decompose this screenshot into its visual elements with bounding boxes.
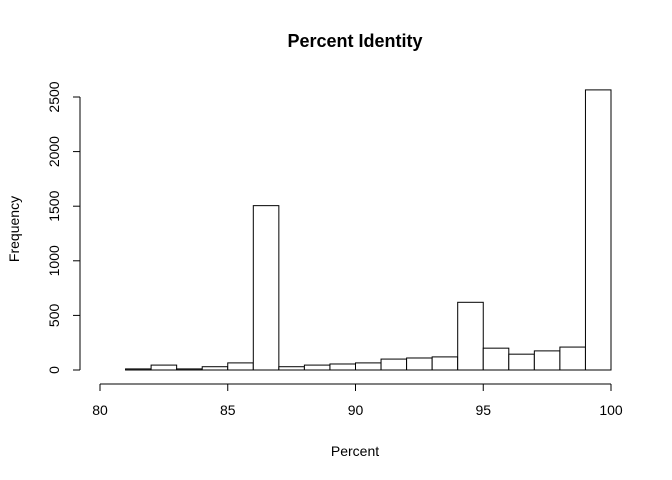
y-tick-label: 2000 [46,136,62,167]
x-axis-label: Percent [331,443,379,459]
x-axis-ticks: 80 85 90 95 100 [92,384,623,418]
histogram-bar [457,301,484,371]
histogram-bar [406,357,433,371]
histogram-bar [533,350,561,371]
chart-title: Percent Identity [287,31,422,51]
x-tick-label: 100 [599,402,623,418]
y-axis-ticks: 0 500 1000 1500 2000 2500 [46,81,80,374]
histogram-bar [559,346,586,371]
histogram-bar [227,362,254,371]
histogram-bar [201,366,229,371]
histogram-bar [329,363,357,371]
histogram-bar [431,356,459,371]
y-tick-label: 0 [46,366,62,374]
histogram-bar [508,353,535,371]
y-tick-label: 1500 [46,190,62,221]
histogram-bar [584,89,612,371]
histogram-bar [482,347,510,371]
x-tick-label: 95 [475,402,491,418]
y-tick-label: 1000 [46,245,62,276]
histogram-bar [303,364,331,371]
bars-group [125,89,612,371]
y-tick-label: 2500 [46,81,62,112]
histogram-bar [176,368,203,371]
y-axis-label: Frequency [6,196,22,262]
histogram-bar [125,368,152,371]
x-tick-label: 85 [220,402,236,418]
histogram-bar [355,362,382,371]
histogram-bar [150,364,178,371]
x-tick-label: 80 [92,402,108,418]
histogram-bar [252,205,280,371]
y-tick-label: 500 [46,304,62,328]
histogram-bar [380,358,408,371]
x-tick-label: 90 [348,402,364,418]
histogram-bar [278,366,305,371]
